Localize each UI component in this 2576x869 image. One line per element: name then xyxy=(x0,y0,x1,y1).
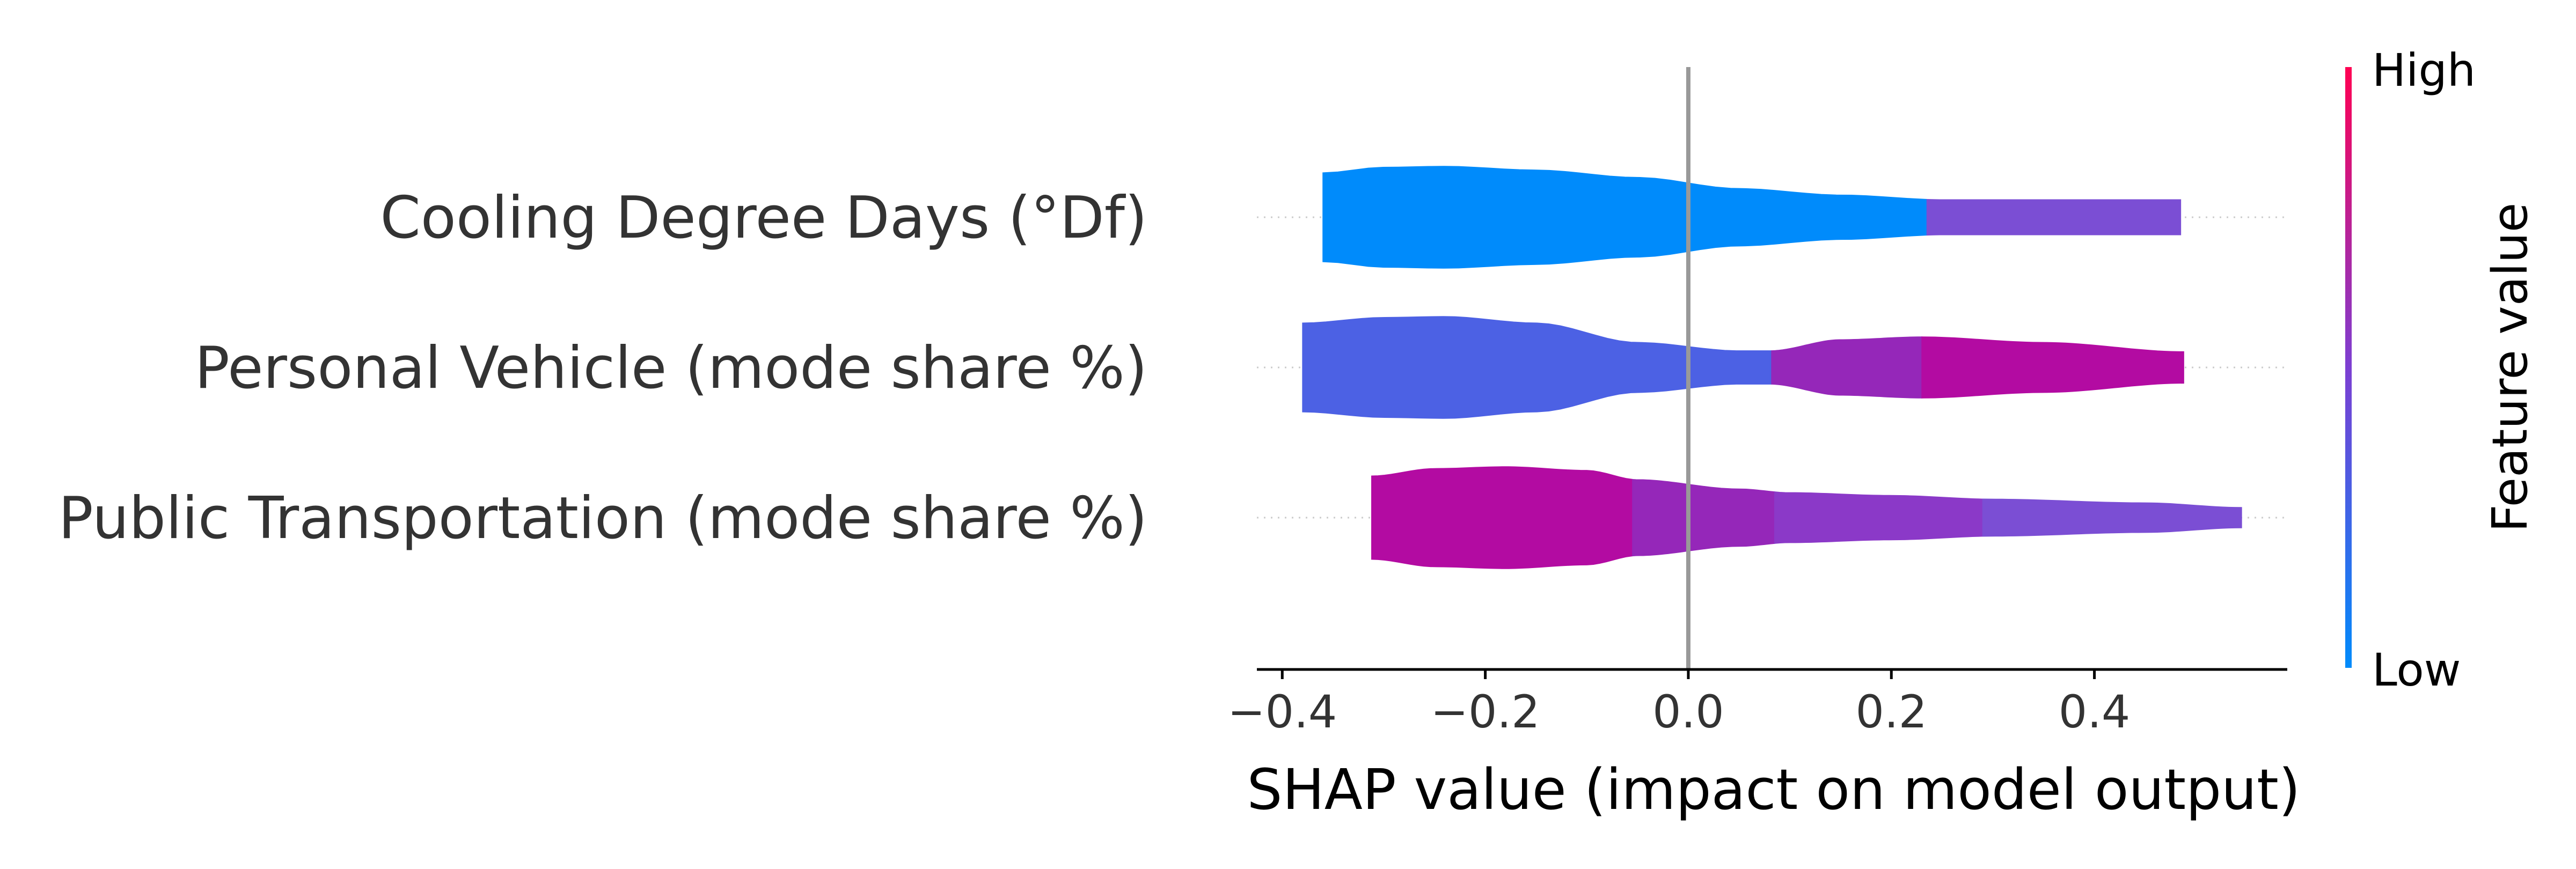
colorbar-high-label: High xyxy=(2372,44,2476,97)
x-tick-label: −0.2 xyxy=(1431,686,1540,738)
violin-segment xyxy=(1632,478,1775,557)
feature-label-1: Cooling Degree Days (°Df) xyxy=(380,185,1147,252)
feature-label-3: Public Transportation (mode share %) xyxy=(58,485,1147,552)
violin-segment xyxy=(1302,316,1772,419)
violin-3 xyxy=(1371,466,2242,569)
x-tick-label: −0.4 xyxy=(1227,686,1337,738)
colorbar-title: Feature value xyxy=(2482,203,2538,533)
x-axis-title: SHAP value (impact on model output) xyxy=(1247,757,2301,822)
colorbar-low-label: Low xyxy=(2372,644,2461,696)
violin-segment xyxy=(1926,198,2182,236)
violin-segment xyxy=(1982,498,2242,537)
feature-labels: Cooling Degree Days (°Df) Personal Vehicl… xyxy=(58,185,1147,552)
violin-segment xyxy=(1771,336,1922,399)
feature-label-2: Personal Vehicle (mode share %) xyxy=(195,335,1147,402)
violin-segment xyxy=(1921,336,2184,399)
violin-segment xyxy=(1774,491,1984,544)
x-tick-label: 0.2 xyxy=(1855,686,1927,738)
violin-group xyxy=(1302,166,2242,569)
violin-segment xyxy=(1322,166,1928,269)
x-tick-label: 0.4 xyxy=(2059,686,2131,738)
violin-1 xyxy=(1322,166,2182,269)
violin-2 xyxy=(1302,316,2184,419)
violin-segment xyxy=(1371,466,1633,569)
colorbar xyxy=(2345,67,2352,668)
x-axis-ticks: −0.4 −0.2 0.0 0.2 0.4 xyxy=(1227,669,2130,738)
x-tick-label: 0.0 xyxy=(1652,686,1724,738)
